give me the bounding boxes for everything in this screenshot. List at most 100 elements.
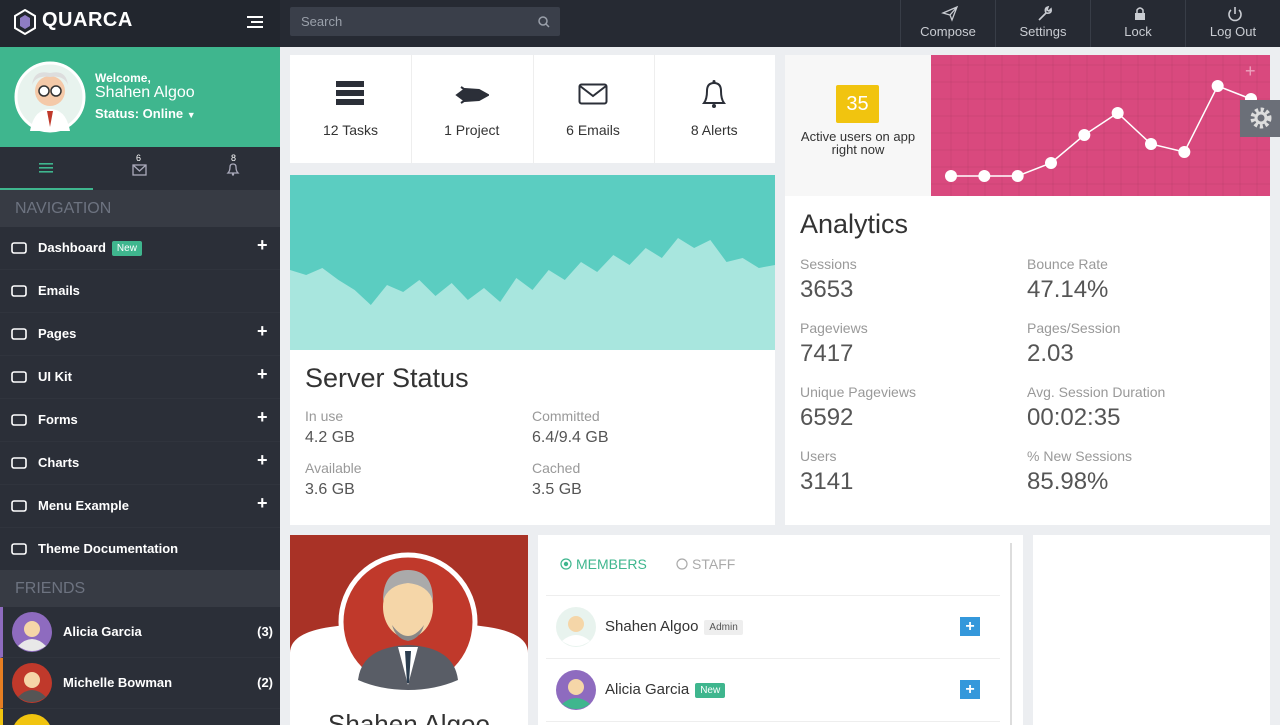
brand-name: QUARCA: [42, 9, 133, 31]
nav-label: Menu Example: [38, 498, 129, 513]
metric-value: 3141: [800, 468, 854, 495]
add-button[interactable]: +: [960, 617, 980, 636]
nav-item[interactable]: UI Kit +: [0, 356, 280, 399]
expand-icon: +: [257, 321, 268, 341]
friend-avatar: [12, 612, 52, 652]
nav-label: Theme Documentation: [38, 541, 178, 556]
nav-heading-text: NAVIGATION: [15, 200, 112, 217]
member-tag: New: [695, 683, 726, 698]
nav-item[interactable]: Dashboard New +: [0, 227, 280, 270]
active-users-card: 35 Active users on app right now: [785, 55, 931, 196]
member-tab[interactable]: MEMBERS: [560, 556, 647, 572]
tab-bell-icon[interactable]: [226, 162, 240, 176]
action-label: Settings: [1019, 24, 1067, 39]
metric-label: Users: [800, 448, 837, 464]
point: [1011, 170, 1024, 182]
brand-logo: [14, 9, 36, 35]
metric-label: % New Sessions: [1027, 448, 1133, 464]
point: [1078, 129, 1091, 141]
profile-status[interactable]: Status: Online ▼: [95, 106, 196, 121]
top-action[interactable]: Settings: [995, 0, 1090, 47]
search-box[interactable]: Search: [290, 7, 560, 36]
nav-icon: [11, 457, 27, 469]
analytics-card: Analytics Sessions 3653 Bounce Rate 47.14% P…: [785, 196, 1270, 525]
metric-value: 4.2 GB: [305, 429, 355, 446]
point: [1211, 80, 1224, 92]
divider: [546, 595, 1000, 596]
top-action[interactable]: Log Out: [1185, 0, 1280, 47]
expand-icon: +: [257, 235, 268, 255]
nav-item[interactable]: Menu Example +: [0, 485, 280, 528]
tab-radio: [560, 558, 572, 570]
nav-item[interactable]: Pages +: [0, 313, 280, 356]
nav-icon: [11, 285, 27, 297]
profile-name: Shahen Algoo: [95, 84, 195, 101]
metric-label: Unique Pageviews: [800, 384, 916, 400]
member-row: Shahen Algoo Admin +: [546, 597, 1000, 659]
stat-divider: [653, 55, 655, 163]
friend-count: (2): [257, 675, 273, 690]
nav-item[interactable]: Charts +: [0, 442, 280, 485]
friend-item[interactable]: Michelle Bowman (2): [0, 658, 280, 709]
expand-icon: +: [257, 493, 268, 513]
nav-label-text: Theme Documentation: [38, 541, 179, 556]
tab-bell-badge: 8: [231, 153, 237, 163]
member-name: Shahen Algoo Admin: [605, 618, 743, 635]
nav-label-text: Charts: [38, 455, 80, 470]
top-action[interactable]: Compose: [900, 0, 995, 47]
expand-icon: +: [257, 364, 268, 384]
stat-divider: [411, 55, 413, 163]
profile-card-art: [290, 552, 528, 725]
friend-avatar: [14, 714, 50, 725]
line: [951, 85, 1252, 177]
member-tab[interactable]: STAFF: [676, 556, 735, 572]
member-tag: Admin: [704, 620, 743, 635]
active-users-chart: +: [931, 55, 1270, 196]
stats-card: 12 Tasks 1 Project 6 Emails 8 Alerts: [290, 55, 775, 163]
metric-value: 3.6 GB: [305, 481, 355, 498]
metric-label: Cached: [532, 460, 581, 476]
server-card: Server Status In use 4.2 GB Committed 6.4/9…: [290, 175, 775, 525]
nav-icon: [11, 242, 27, 254]
profile-panel: Welcome, Shahen Algoo Status: Online ▼: [0, 47, 280, 147]
stat-label: 12 Tasks: [323, 122, 378, 138]
expand-icon: +: [257, 407, 268, 427]
nav-heading: NAVIGATION: [0, 190, 280, 227]
point: [1178, 146, 1191, 158]
search-placeholder: Search: [301, 14, 343, 29]
project-icon: [455, 86, 489, 104]
profile-card: Shahen Algoo: [290, 535, 528, 725]
tab-mail-icon[interactable]: [132, 162, 148, 176]
friend-item[interactable]: [0, 709, 280, 725]
add-button[interactable]: +: [960, 680, 980, 699]
gear-icon: [1250, 107, 1272, 129]
menu-toggle[interactable]: [247, 15, 263, 29]
point: [945, 170, 957, 182]
tasks-icon: [336, 81, 364, 105]
metric-value: 2.03: [1027, 340, 1074, 367]
member-row: Alicia Garcia New +: [546, 660, 1000, 722]
analytics-title: Analytics: [800, 209, 909, 239]
friend-item[interactable]: Alicia Garcia (3): [0, 607, 280, 658]
nav-label-text: Dashboard: [38, 240, 106, 255]
profile-status-text: Status: Online: [95, 106, 184, 121]
metric-value: 00:02:35: [1027, 404, 1121, 431]
metric-label: In use: [305, 408, 344, 424]
member-name-text: Shahen Algoo: [605, 618, 699, 635]
blank-card: [1033, 535, 1270, 725]
nav-item[interactable]: Theme Documentation: [0, 528, 280, 571]
nav-icon: [11, 500, 27, 512]
metric-value: 6592: [800, 404, 854, 431]
settings-toggle[interactable]: [1240, 100, 1280, 137]
nav-item[interactable]: Emails: [0, 270, 280, 313]
nav-item[interactable]: Forms +: [0, 399, 280, 442]
active-users-label: Active users on app right now: [800, 129, 916, 157]
tab-menu-icon[interactable]: [39, 162, 53, 174]
nav-label-text: Menu Example: [38, 498, 130, 513]
top-action[interactable]: Lock: [1090, 0, 1185, 47]
members-card: MEMBERS STAFF Shahen Algoo Admin + Alicia Ga…: [538, 535, 1023, 725]
nav-label: Emails: [38, 283, 80, 298]
action-label: Log Out: [1209, 24, 1257, 39]
